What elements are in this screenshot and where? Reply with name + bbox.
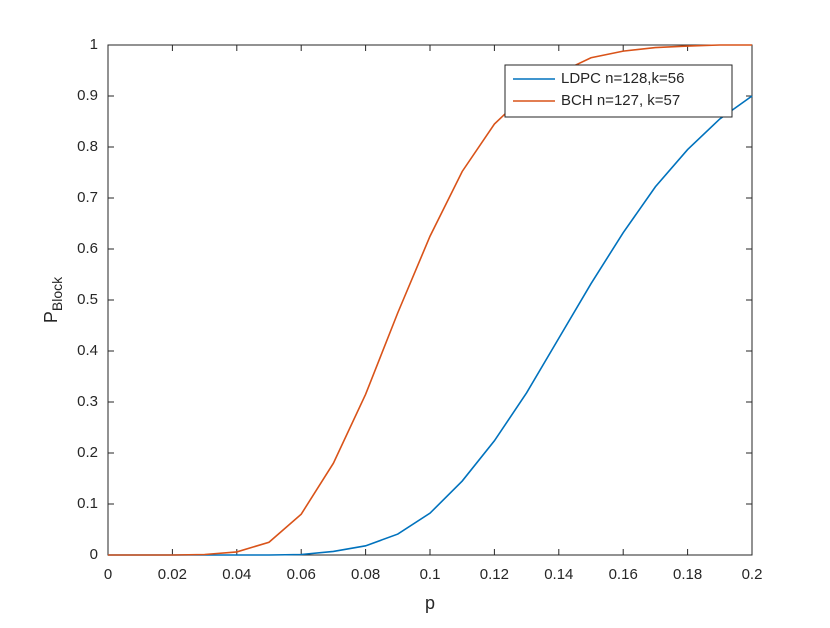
x-tick-label: 0.02 [158, 566, 187, 583]
legend-box [504, 64, 733, 118]
y-axis-label-sub: Block [49, 276, 65, 311]
x-tick-label: 0.04 [222, 566, 251, 583]
legend-label: BCH n=127, k=57 [561, 92, 680, 109]
y-axis-label: PBlock [41, 276, 65, 323]
x-axis-label: p [425, 593, 435, 613]
series-line [108, 95, 753, 556]
y-axis-label-main: P [41, 311, 61, 323]
x-tick-label: 0.08 [351, 566, 380, 583]
x-tick-label: 0.14 [544, 566, 573, 583]
y-tick-label: 0.5 [77, 291, 98, 308]
y-tick-label: 0.8 [77, 138, 98, 155]
x-tick-label: 0.1 [420, 566, 441, 583]
y-tick-label: 0.7 [77, 189, 98, 206]
y-tick-label: 0.3 [77, 393, 98, 410]
y-tick-label: 0.9 [77, 87, 98, 104]
series-line [108, 44, 752, 556]
x-tick-label: 0 [104, 566, 112, 583]
x-tick-label: 0.06 [287, 566, 316, 583]
x-tick-label: 0.16 [609, 566, 638, 583]
y-tick-label: 1 [90, 36, 98, 53]
y-tick-label: 0.1 [77, 495, 98, 512]
y-tick-label: 0.6 [77, 240, 98, 257]
x-tick-label: 0.18 [673, 566, 702, 583]
y-tick-label: 0.4 [77, 342, 98, 359]
y-tick-label: 0 [90, 546, 98, 563]
x-tick-label: 0.12 [480, 566, 509, 583]
y-tick-label: 0.2 [77, 444, 98, 461]
x-tick-label: 0.2 [742, 566, 763, 583]
legend-label: LDPC n=128,k=56 [561, 70, 684, 87]
